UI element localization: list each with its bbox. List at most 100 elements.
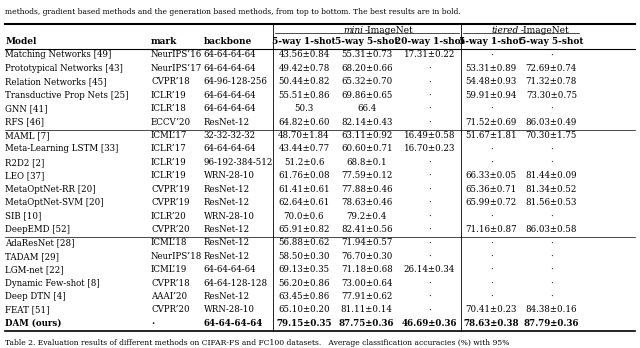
Text: tiered: tiered <box>492 26 519 35</box>
Text: LGM-net [22]: LGM-net [22] <box>5 265 64 274</box>
Text: 51.67±1.81: 51.67±1.81 <box>465 131 517 140</box>
Text: 71.16±0.87: 71.16±0.87 <box>465 225 517 234</box>
Text: 82.14±0.43: 82.14±0.43 <box>341 118 392 127</box>
Text: ICLR’19: ICLR’19 <box>151 171 187 180</box>
Text: 59.91±0.94: 59.91±0.94 <box>465 91 517 100</box>
Text: 53.31±0.89: 53.31±0.89 <box>465 64 517 73</box>
Text: Table 2. Evaluation results of different methods on CIFAR-FS and FC100 datasets.: Table 2. Evaluation results of different… <box>5 339 509 347</box>
Text: Relation Networks [45]: Relation Networks [45] <box>5 77 107 86</box>
Text: 71.94±0.57: 71.94±0.57 <box>341 238 392 247</box>
Text: ·: · <box>428 212 431 221</box>
Text: ·: · <box>428 252 431 261</box>
Text: 62.64±0.61: 62.64±0.61 <box>278 198 330 207</box>
Text: 65.32±0.70: 65.32±0.70 <box>341 77 392 86</box>
Text: 63.11±0.92: 63.11±0.92 <box>341 131 392 140</box>
Text: backbone: backbone <box>204 37 252 46</box>
Text: 50.3: 50.3 <box>294 104 314 113</box>
Text: ·: · <box>428 306 431 315</box>
Text: ·: · <box>490 212 493 221</box>
Text: ·: · <box>428 104 431 113</box>
Text: 46.69±0.36: 46.69±0.36 <box>402 319 457 328</box>
Text: WRN-28-10: WRN-28-10 <box>204 171 255 180</box>
Text: ·: · <box>428 198 431 207</box>
Text: ·: · <box>428 279 431 288</box>
Text: 64-64-64-64: 64-64-64-64 <box>204 104 256 113</box>
Text: 54.48±0.93: 54.48±0.93 <box>465 77 517 86</box>
Text: 86.03±0.58: 86.03±0.58 <box>525 225 577 234</box>
Text: 64-96-128-256: 64-96-128-256 <box>204 77 268 86</box>
Text: 79.15±0.35: 79.15±0.35 <box>276 319 332 328</box>
Text: 81.44±0.09: 81.44±0.09 <box>525 171 577 180</box>
Text: 72.69±0.74: 72.69±0.74 <box>525 64 577 73</box>
Text: ECCV’20: ECCV’20 <box>151 118 191 127</box>
Text: Matching Networks [49]: Matching Networks [49] <box>5 50 111 60</box>
Text: ·: · <box>550 104 553 113</box>
Text: ICLR’17: ICLR’17 <box>151 144 187 153</box>
Text: WRN-28-10: WRN-28-10 <box>204 306 255 315</box>
Text: ·: · <box>490 265 493 274</box>
Text: ResNet-12: ResNet-12 <box>204 118 250 127</box>
Text: ·: · <box>550 158 553 167</box>
Text: 64.82±0.60: 64.82±0.60 <box>278 118 330 127</box>
Text: 87.75±0.36: 87.75±0.36 <box>339 319 394 328</box>
Text: 60.60±0.71: 60.60±0.71 <box>341 144 392 153</box>
Text: 5-way 5-shot: 5-way 5-shot <box>520 37 583 46</box>
Text: 77.88±0.46: 77.88±0.46 <box>341 185 392 194</box>
Text: ·: · <box>151 319 154 328</box>
Text: 43.56±0.84: 43.56±0.84 <box>278 50 330 60</box>
Text: ·: · <box>428 158 431 167</box>
Text: 50.44±0.82: 50.44±0.82 <box>278 77 330 86</box>
Text: ·: · <box>490 158 493 167</box>
Text: 64-64-64-64: 64-64-64-64 <box>204 144 256 153</box>
Text: ·: · <box>428 64 431 73</box>
Text: ·: · <box>428 171 431 180</box>
Text: 26.14±0.34: 26.14±0.34 <box>404 265 455 274</box>
Text: 81.56±0.53: 81.56±0.53 <box>525 198 577 207</box>
Text: RFS [46]: RFS [46] <box>5 118 44 127</box>
Text: 5-way 1-shot: 5-way 1-shot <box>272 37 336 46</box>
Text: 56.88±0.62: 56.88±0.62 <box>278 238 330 247</box>
Text: ·: · <box>550 292 553 301</box>
Text: ·: · <box>428 91 431 100</box>
Text: 64-64-128-128: 64-64-128-128 <box>204 279 268 288</box>
Text: 69.13±0.35: 69.13±0.35 <box>278 265 330 274</box>
Text: ·: · <box>428 118 431 127</box>
Text: NeurIPS’18: NeurIPS’18 <box>151 252 202 261</box>
Text: ·: · <box>490 252 493 261</box>
Text: 70.30±1.75: 70.30±1.75 <box>525 131 577 140</box>
Text: 79.2±0.4: 79.2±0.4 <box>347 212 387 221</box>
Text: 43.44±0.77: 43.44±0.77 <box>278 144 330 153</box>
Text: ·: · <box>490 50 493 60</box>
Text: Model: Model <box>5 37 36 46</box>
Text: 51.2±0.6: 51.2±0.6 <box>284 158 324 167</box>
Text: 76.70±0.30: 76.70±0.30 <box>341 252 392 261</box>
Text: 20-way 1-shot: 20-way 1-shot <box>395 37 464 46</box>
Text: NeurIPS’17: NeurIPS’17 <box>151 64 202 73</box>
Text: CVPR’19: CVPR’19 <box>151 185 189 194</box>
Text: AAAI’20: AAAI’20 <box>151 292 187 301</box>
Text: DAM (ours): DAM (ours) <box>5 319 61 328</box>
Text: Transductive Prop Nets [25]: Transductive Prop Nets [25] <box>5 91 129 100</box>
Text: ·: · <box>428 292 431 301</box>
Text: ·: · <box>550 238 553 247</box>
Text: 5-way 5-shot: 5-way 5-shot <box>335 37 399 46</box>
Text: 56.20±0.86: 56.20±0.86 <box>278 279 330 288</box>
Text: 81.34±0.52: 81.34±0.52 <box>525 185 577 194</box>
Text: 73.00±0.64: 73.00±0.64 <box>341 279 392 288</box>
Text: ICLR’18: ICLR’18 <box>151 104 187 113</box>
Text: 77.59±0.12: 77.59±0.12 <box>341 171 392 180</box>
Text: ResNet-12: ResNet-12 <box>204 252 250 261</box>
Text: 70.0±0.6: 70.0±0.6 <box>284 212 324 221</box>
Text: FEAT [51]: FEAT [51] <box>5 306 50 315</box>
Text: 66.33±0.05: 66.33±0.05 <box>466 171 516 180</box>
Text: LEO [37]: LEO [37] <box>5 171 45 180</box>
Text: 68.8±0.1: 68.8±0.1 <box>346 158 387 167</box>
Text: ·: · <box>490 279 493 288</box>
Text: ICLR’19: ICLR’19 <box>151 91 187 100</box>
Text: 77.91±0.62: 77.91±0.62 <box>341 292 392 301</box>
Text: 71.52±0.69: 71.52±0.69 <box>465 118 517 127</box>
Text: 48.70±1.84: 48.70±1.84 <box>278 131 330 140</box>
Text: ResNet-12: ResNet-12 <box>204 225 250 234</box>
Text: 78.63±0.46: 78.63±0.46 <box>341 198 392 207</box>
Text: 71.18±0.68: 71.18±0.68 <box>341 265 392 274</box>
